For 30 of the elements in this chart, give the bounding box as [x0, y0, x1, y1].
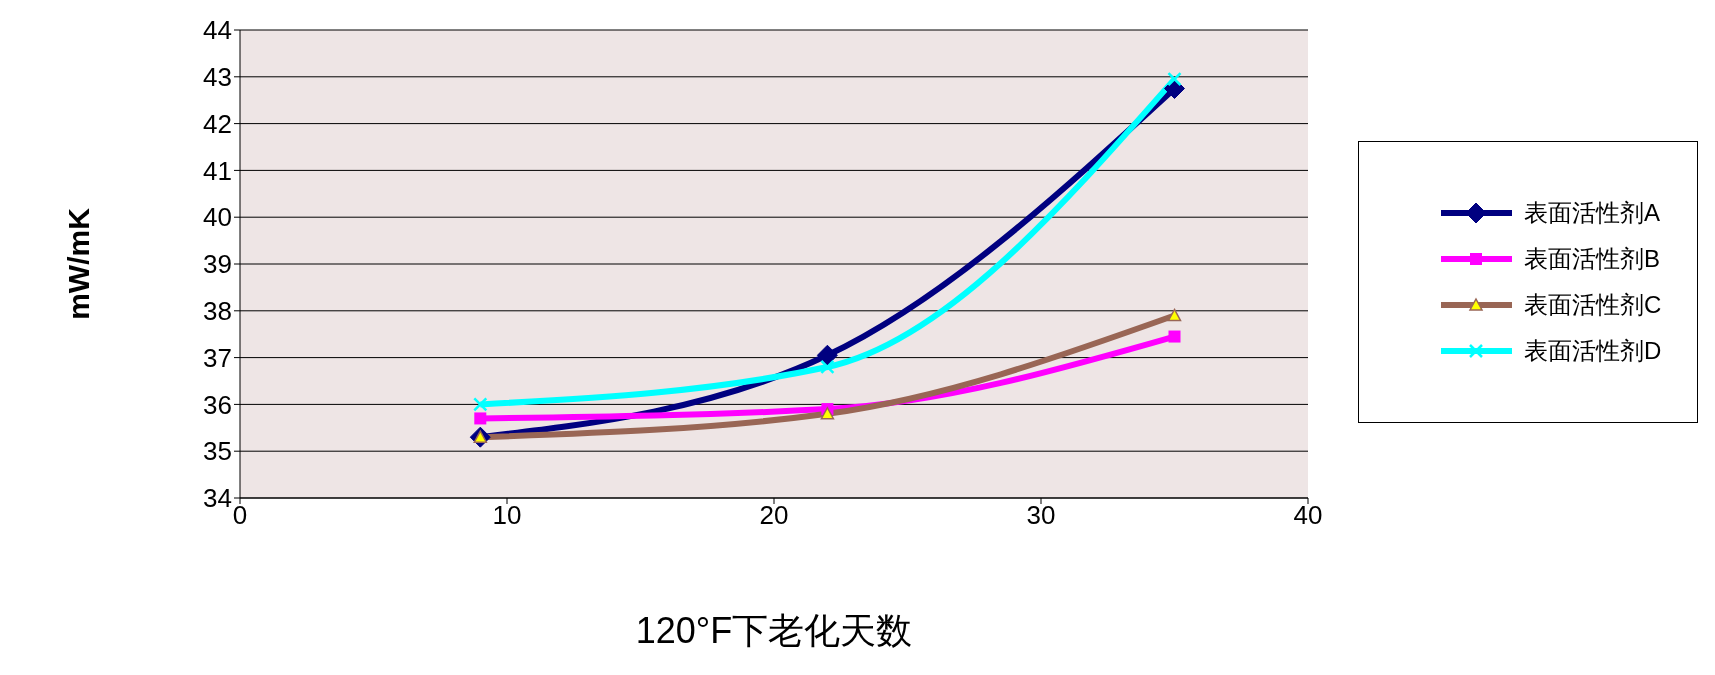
x-tick-label: 10 — [492, 500, 522, 531]
x-tick-label: 40 — [1293, 500, 1323, 531]
y-tick-label: 36 — [203, 389, 232, 420]
point — [820, 359, 835, 375]
y-tick-label: 40 — [203, 202, 232, 233]
legend-label: 表面活性剂D — [1524, 336, 1662, 366]
y-tick-label: 43 — [203, 62, 232, 93]
point — [1167, 71, 1182, 87]
x-tick-label: 20 — [759, 500, 789, 531]
x-tick-label: 30 — [1026, 500, 1056, 531]
y-tick-label: 34 — [203, 483, 232, 514]
legend-label: 表面活性剂A — [1524, 198, 1661, 228]
y-tick-label: 38 — [203, 296, 232, 327]
y-tick-label: 42 — [203, 108, 232, 139]
legend-label: 表面活性剂C — [1524, 290, 1662, 320]
y-tick-label: 37 — [203, 342, 232, 373]
y-tick-label: 39 — [203, 249, 232, 280]
point — [820, 407, 835, 420]
point — [1167, 308, 1182, 322]
point — [816, 344, 838, 366]
y-tick-label: 44 — [203, 15, 232, 46]
legend-label: 表面活性剂B — [1524, 244, 1661, 274]
y-axis-title: mW/mK — [61, 207, 95, 320]
y-tick-label: 35 — [203, 436, 232, 467]
point — [473, 397, 488, 412]
x-axis-title: 120°F下老化天数 — [635, 610, 913, 651]
point — [474, 412, 487, 425]
x-tick-label: 0 — [232, 500, 248, 531]
point — [1168, 330, 1181, 343]
y-tick-label: 41 — [203, 155, 232, 186]
